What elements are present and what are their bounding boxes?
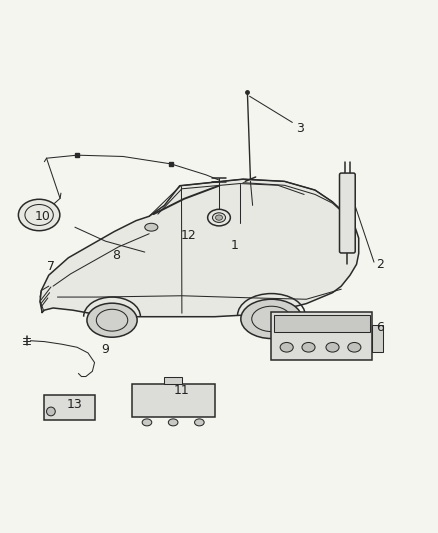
Text: 3: 3 [296, 123, 304, 135]
Text: 1: 1 [230, 239, 238, 252]
Ellipse shape [46, 407, 55, 416]
Ellipse shape [142, 419, 152, 426]
Text: 6: 6 [377, 321, 385, 334]
Ellipse shape [194, 419, 204, 426]
Ellipse shape [18, 199, 60, 231]
Bar [274, 316, 370, 332]
Text: 7: 7 [47, 260, 55, 273]
Ellipse shape [241, 299, 302, 338]
Ellipse shape [168, 419, 178, 426]
Text: 11: 11 [174, 384, 190, 398]
Text: 9: 9 [102, 343, 110, 356]
Ellipse shape [212, 213, 226, 222]
Text: 12: 12 [180, 229, 196, 243]
Text: 2: 2 [377, 258, 385, 271]
Bar [132, 384, 215, 417]
Ellipse shape [348, 343, 361, 352]
FancyBboxPatch shape [339, 173, 355, 253]
Text: 13: 13 [67, 398, 83, 410]
Bar [44, 395, 95, 420]
Polygon shape [40, 179, 359, 317]
Ellipse shape [208, 209, 230, 226]
Ellipse shape [87, 303, 137, 337]
Ellipse shape [215, 215, 223, 220]
Text: 10: 10 [34, 210, 50, 223]
Bar [372, 326, 383, 352]
Bar [272, 312, 372, 360]
Text: 8: 8 [113, 249, 120, 262]
Ellipse shape [145, 223, 158, 231]
Ellipse shape [280, 343, 293, 352]
Ellipse shape [326, 343, 339, 352]
Bar [164, 376, 182, 384]
Ellipse shape [302, 343, 315, 352]
